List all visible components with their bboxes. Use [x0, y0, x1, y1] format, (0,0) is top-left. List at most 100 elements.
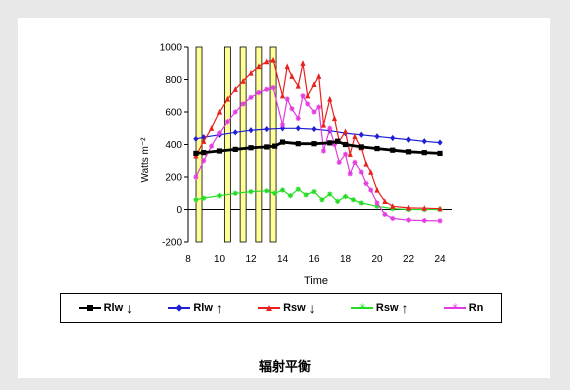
- data-point: [374, 203, 380, 209]
- arrow-up-icon: ↑: [215, 300, 223, 316]
- data-point: [405, 136, 412, 143]
- x-axis-label: Time: [304, 275, 328, 287]
- data-point: [240, 101, 246, 107]
- data-point: [374, 133, 380, 140]
- data-point: [216, 108, 223, 115]
- legend-swatch: [258, 303, 281, 313]
- data-point: [347, 151, 353, 157]
- data-point: [248, 127, 254, 134]
- data-point: [342, 193, 349, 200]
- data-point: [352, 133, 358, 139]
- time-highlight-bar: [255, 46, 263, 243]
- legend-swatch: ✳: [350, 303, 373, 313]
- data-point: [248, 145, 254, 151]
- data-point: [232, 129, 238, 136]
- data-point: [336, 159, 342, 165]
- data-point: [279, 187, 286, 193]
- legend-swatch: ✳: [443, 303, 466, 313]
- data-point: [279, 92, 286, 99]
- data-point: [358, 131, 364, 138]
- x-tick-label: 8: [185, 254, 191, 265]
- y-tick-label: 0: [176, 205, 182, 216]
- data-point: [264, 58, 270, 65]
- legend-swatch: [78, 303, 101, 313]
- data-point: [272, 143, 278, 149]
- series-line: [195, 188, 440, 211]
- data-point: [421, 138, 427, 145]
- data-point: [437, 218, 443, 224]
- data-point: [295, 186, 301, 192]
- data-point: [287, 193, 293, 199]
- data-point: [382, 211, 388, 217]
- data-point: [272, 190, 278, 196]
- data-point: [331, 115, 338, 122]
- data-point: [437, 150, 443, 157]
- data-point: [248, 94, 254, 100]
- data-point: [327, 140, 333, 146]
- data-point: [421, 217, 427, 224]
- data-point: [289, 73, 295, 79]
- data-point: [352, 159, 358, 165]
- data-point: [331, 141, 338, 148]
- data-point: [335, 198, 341, 204]
- arrow-up-icon: ↑: [401, 300, 409, 316]
- data-point: [358, 169, 364, 175]
- y-tick-label: 200: [165, 173, 182, 184]
- data-point: [405, 149, 412, 155]
- data-point: [316, 73, 322, 79]
- series-line: [195, 139, 441, 155]
- data-point: [270, 85, 276, 91]
- data-point: [284, 96, 290, 102]
- data-point: [421, 150, 427, 156]
- data-point: [421, 205, 427, 211]
- data-point: [264, 144, 270, 150]
- y-tick-label: 1000: [160, 43, 183, 54]
- data-point: [390, 215, 396, 222]
- time-highlight-bar: [239, 46, 247, 243]
- legend-swatch: [168, 303, 191, 313]
- data-point: [327, 95, 333, 102]
- data-point: [342, 151, 349, 157]
- data-point: [232, 86, 238, 92]
- data-point: [209, 125, 215, 131]
- data-point: [264, 125, 270, 133]
- series-line: [195, 59, 441, 210]
- time-highlight-bar: [223, 46, 231, 243]
- legend-label: Rn: [468, 302, 484, 314]
- data-point: [201, 195, 207, 201]
- data-point: [279, 139, 286, 145]
- y-tick-label: 600: [165, 108, 182, 119]
- data-point: [316, 104, 322, 110]
- data-point: [300, 93, 306, 99]
- data-point: [201, 138, 207, 144]
- data-point: [437, 205, 443, 212]
- data-point: [390, 134, 396, 142]
- x-tick-label: 24: [434, 254, 446, 265]
- data-point: [295, 115, 301, 122]
- data-point: [295, 82, 301, 89]
- data-point: [289, 106, 295, 112]
- data-point: [358, 200, 364, 206]
- data-point: [216, 130, 223, 136]
- data-point: [248, 69, 254, 76]
- legend-item: ✳ Rsw ↑: [350, 300, 409, 316]
- data-point: [405, 217, 412, 223]
- data-point: [342, 141, 349, 148]
- y-tick-label: 400: [165, 140, 182, 151]
- data-point: [232, 190, 238, 196]
- data-point: [390, 147, 396, 153]
- data-point: [382, 198, 388, 204]
- legend-label: Rsw: [283, 302, 306, 314]
- data-point: [311, 81, 317, 87]
- x-tick-label: 22: [403, 254, 415, 265]
- data-point: [193, 197, 199, 203]
- data-point: [303, 192, 309, 198]
- data-point: [335, 138, 341, 144]
- data-point: [232, 146, 238, 152]
- data-point: [358, 144, 364, 150]
- data-point: [327, 191, 333, 197]
- data-point: [224, 95, 230, 102]
- data-point: [216, 193, 223, 199]
- legend-label: Rsw: [375, 302, 399, 314]
